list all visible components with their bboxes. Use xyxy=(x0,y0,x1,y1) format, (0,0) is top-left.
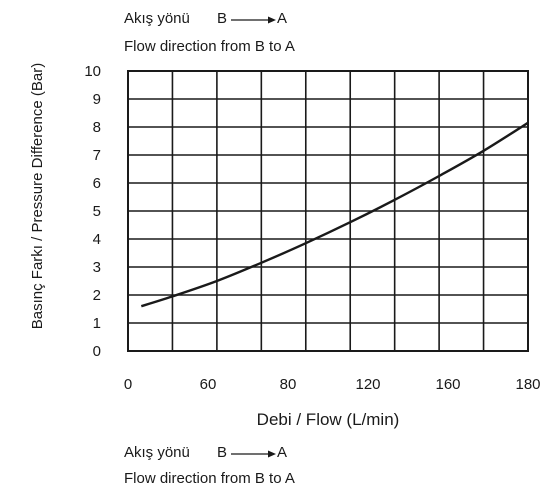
bottom-flow-arrow-icon xyxy=(268,450,276,458)
y-tick-label: 3 xyxy=(93,259,101,276)
y-tick-label: 6 xyxy=(93,175,101,192)
chart-grid xyxy=(128,71,528,351)
x-tick-label: 80 xyxy=(280,376,297,393)
top-flow-arrow-icon xyxy=(268,16,276,24)
x-tick-label: 60 xyxy=(200,376,217,393)
x-tick-label: 180 xyxy=(515,376,540,393)
y-axis-label: Basınç Farkı / Pressure Difference (Bar) xyxy=(29,63,46,329)
y-tick-label: 10 xyxy=(84,63,101,80)
bottom-flow-to: A xyxy=(277,444,287,461)
y-tick-label: 1 xyxy=(93,315,101,332)
plot-frame xyxy=(127,70,529,352)
x-axis-label: Debi / Flow (L/min) xyxy=(257,410,400,429)
top-flow-to: A xyxy=(277,10,287,27)
bottom-flow-direction-en: Flow direction from B to A xyxy=(124,470,295,487)
y-tick-label: 9 xyxy=(93,91,101,108)
top-flow-from: B xyxy=(217,10,227,27)
y-tick-label: 8 xyxy=(93,119,101,136)
series-line xyxy=(140,121,529,308)
top-flow-direction-note: Akış yönü B A Flow direction from B to A xyxy=(124,10,295,55)
x-tick-label: 160 xyxy=(435,376,460,393)
y-tick-label: 0 xyxy=(93,343,101,360)
x-tick-label: 120 xyxy=(355,376,380,393)
y-tick-label: 2 xyxy=(93,287,101,304)
y-tick-labels: 0 1 2 3 4 5 6 7 8 9 10 xyxy=(84,63,101,360)
y-tick-label: 4 xyxy=(93,231,101,248)
top-flow-direction-tr: Akış yönü xyxy=(124,10,190,27)
x-tick-labels: 0 60 80 120 160 180 xyxy=(124,376,541,393)
y-tick-label: 7 xyxy=(93,147,101,164)
x-tick-label: 0 xyxy=(124,376,132,393)
bottom-flow-direction-tr: Akış yönü xyxy=(124,444,190,461)
y-tick-label: 5 xyxy=(93,203,101,220)
top-flow-direction-en: Flow direction from B to A xyxy=(124,38,295,55)
bottom-flow-from: B xyxy=(217,444,227,461)
bottom-flow-direction-note: Akış yönü B A Flow direction from B to A xyxy=(124,444,295,487)
